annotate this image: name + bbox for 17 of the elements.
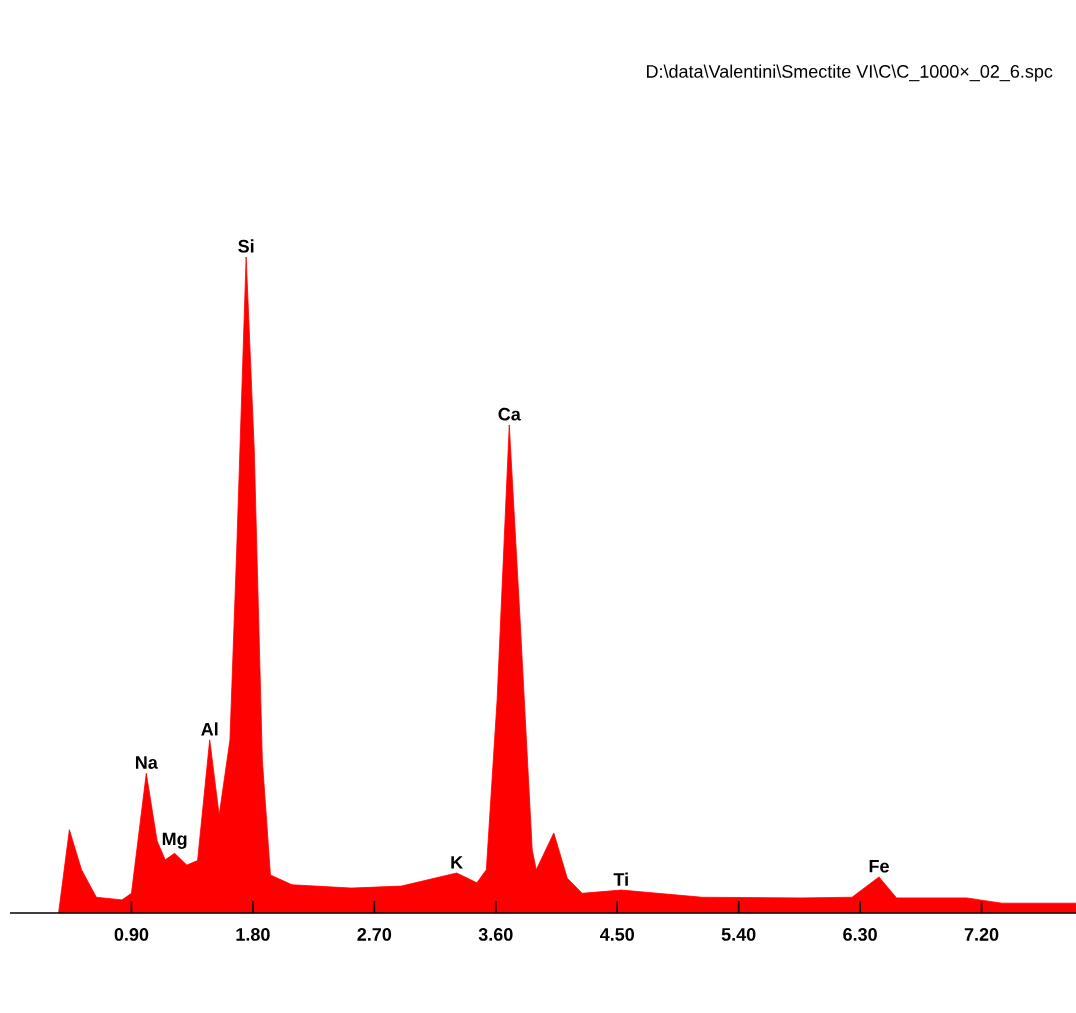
- annotation: Fe: [869, 859, 889, 873]
- annotation: Al: [201, 722, 218, 736]
- x-tick-label: 7.20: [964, 928, 999, 941]
- x-tick-label: 6.30: [843, 928, 877, 941]
- x-tick-label: 5.40: [721, 928, 756, 941]
- annotation: Ti: [613, 872, 628, 886]
- annotation: Na: [135, 756, 158, 769]
- x-tick-label: 1.80: [236, 928, 270, 941]
- x-tick-label: 2.70: [357, 928, 392, 941]
- chart-title: D:\data\Valentini\Smectite VI\C\C_1000×_02_6.spc: [647, 64, 1053, 82]
- annotation: K: [451, 856, 463, 869]
- x-tick-label: 0.90: [114, 928, 149, 941]
- annotation: Mg: [162, 832, 187, 849]
- annotation: Ca: [498, 407, 521, 421]
- x-tick-label: 4.50: [599, 928, 635, 941]
- annotation: Si: [238, 239, 254, 253]
- x-tick-label: 3.60: [478, 928, 513, 941]
